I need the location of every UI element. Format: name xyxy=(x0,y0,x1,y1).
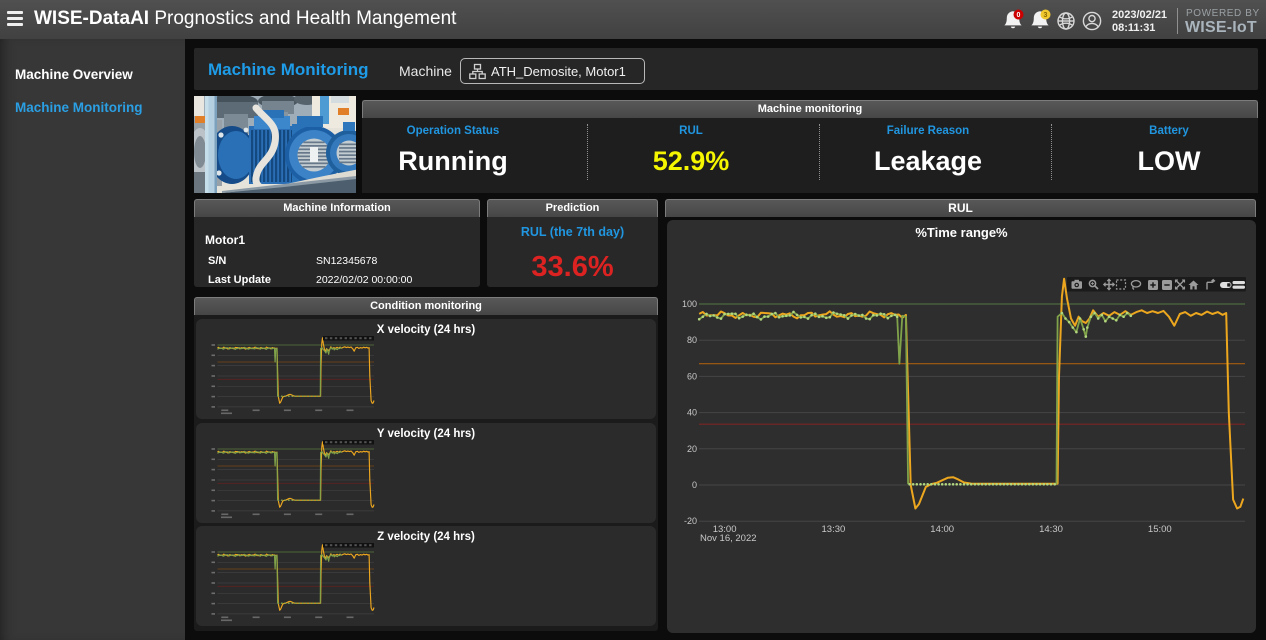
svg-text:14:00: 14:00 xyxy=(930,524,954,535)
svg-text:3: 3 xyxy=(1044,12,1048,19)
svg-text:14:30: 14:30 xyxy=(1039,524,1063,535)
svg-text:40: 40 xyxy=(687,408,697,418)
svg-text:15:00: 15:00 xyxy=(1148,524,1172,535)
svg-text:80: 80 xyxy=(687,335,697,345)
svg-text:13:00: 13:00 xyxy=(713,524,737,535)
svg-text:0: 0 xyxy=(692,480,697,490)
svg-text:60: 60 xyxy=(687,371,697,381)
svg-text:0: 0 xyxy=(1017,12,1021,19)
svg-text:13:30: 13:30 xyxy=(822,524,846,535)
svg-text:100: 100 xyxy=(682,299,697,309)
svg-text:-20: -20 xyxy=(684,516,697,526)
svg-text:20: 20 xyxy=(687,444,697,454)
svg-text:Nov 16, 2022: Nov 16, 2022 xyxy=(700,533,757,544)
